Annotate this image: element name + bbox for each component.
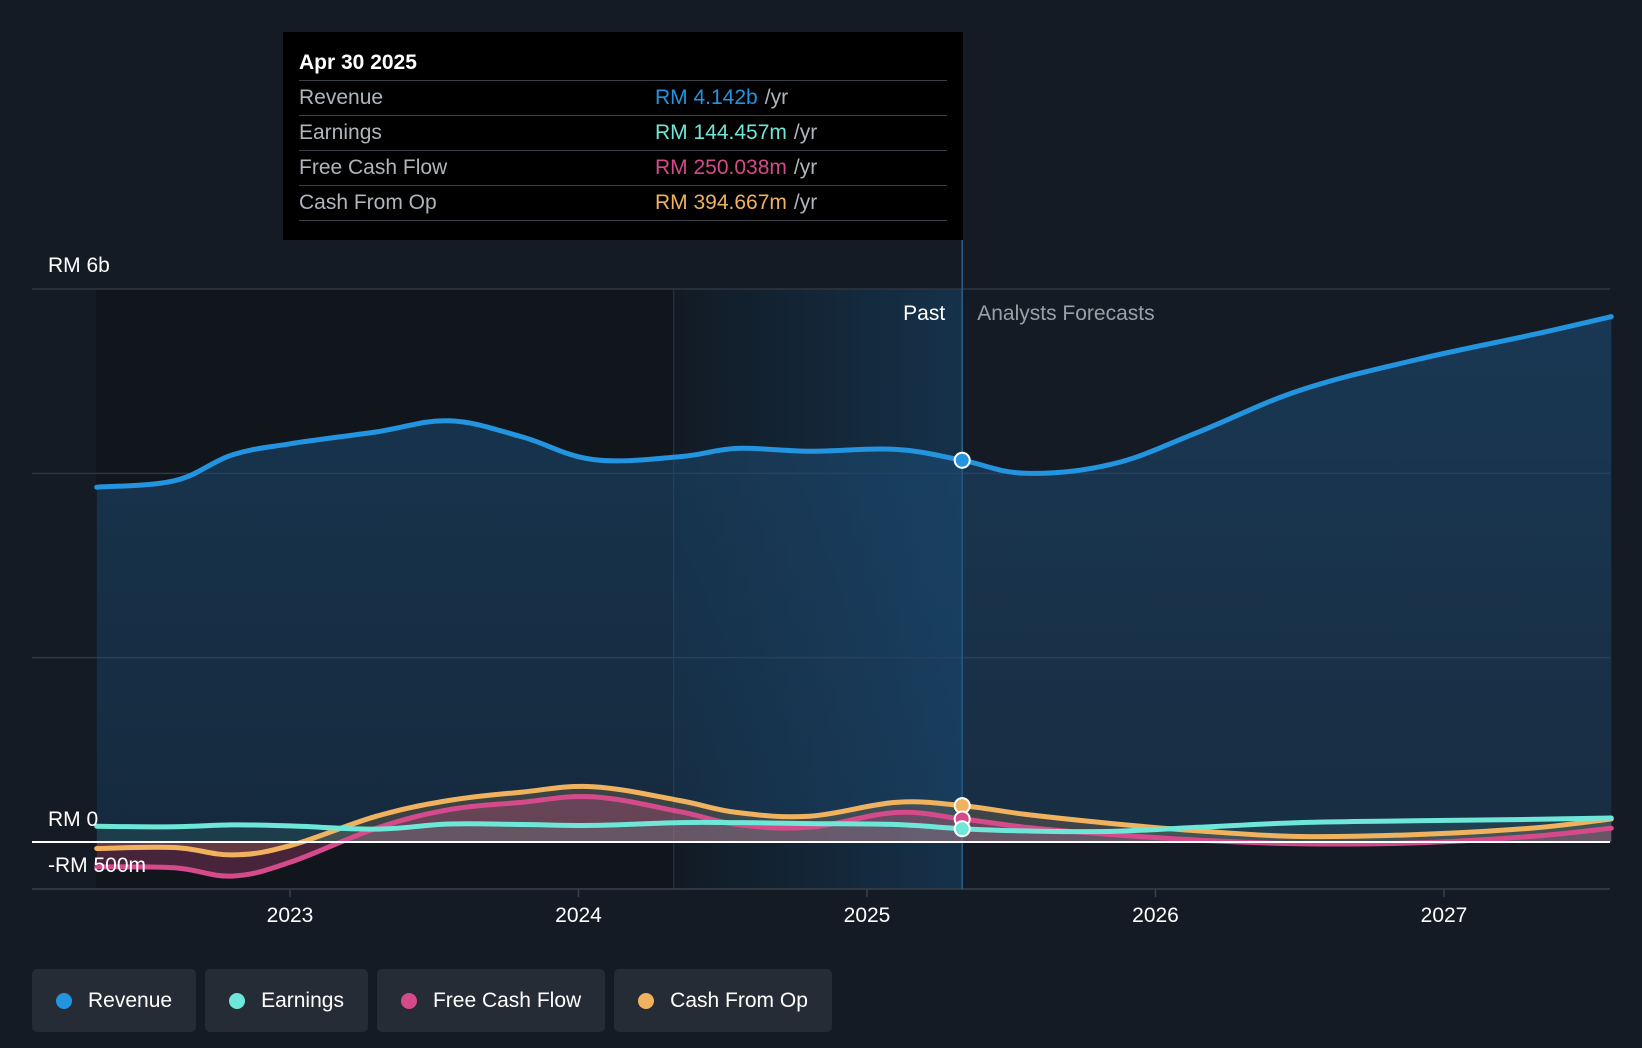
legend-dot-icon xyxy=(400,992,417,1009)
x-tick-label: 2026 xyxy=(1132,904,1179,927)
line-earnings xyxy=(94,815,1614,835)
tooltip-unit: /yr xyxy=(764,86,789,109)
y-axis-label: -RM 500m xyxy=(48,854,146,877)
tooltip-unit: /yr xyxy=(793,121,818,144)
y-axis-label: RM 6b xyxy=(48,254,110,277)
legend: Revenue Earnings Free Cash Flow Cash Fro… xyxy=(32,969,832,1032)
legend-label: Revenue xyxy=(88,988,173,1012)
line-revenue xyxy=(94,314,1614,490)
tooltip-value: RM 394.667m xyxy=(655,191,787,214)
tooltip-unit: /yr xyxy=(793,191,818,214)
chart-marker-layer xyxy=(32,451,1610,843)
area-free-cash-flow xyxy=(96,796,1612,877)
y-axis-label: RM 0 xyxy=(48,808,98,831)
chart-label-layer: Past Analysts Forecasts 2023 2024 2025 2026… xyxy=(48,254,1467,927)
x-tick-label: 2027 xyxy=(1421,904,1468,927)
legend-item-cash-from-op[interactable]: Cash From Op xyxy=(614,969,832,1032)
tooltip-value: RM 250.038m xyxy=(655,156,787,179)
legend-item-revenue[interactable]: Revenue xyxy=(32,969,197,1032)
x-tick-label: 2023 xyxy=(267,904,314,927)
marker-earnings xyxy=(953,820,971,838)
tooltip-row-revenue: Revenue RM 4.142b /yr xyxy=(299,81,947,116)
tooltip-value: RM 144.457m xyxy=(655,121,787,144)
tooltip-date: Apr 30 2025 xyxy=(299,46,947,81)
tooltip-row-cash-from-op: Cash From Op RM 394.667m /yr xyxy=(299,186,947,221)
line-cash-from-op xyxy=(94,783,1614,858)
area-revenue xyxy=(96,316,1612,843)
tooltip-row-earnings: Earnings RM 144.457m /yr xyxy=(299,116,947,151)
tooltip-value: RM 4.142b xyxy=(655,86,758,109)
legend-item-free-cash-flow[interactable]: Free Cash Flow xyxy=(376,969,606,1032)
tooltip-label: Earnings xyxy=(299,121,382,144)
legend-label: Free Cash Flow xyxy=(432,988,582,1012)
legend-dot-icon xyxy=(229,992,246,1009)
x-tick-label: 2024 xyxy=(555,904,602,927)
legend-dot-icon xyxy=(638,992,655,1009)
tooltip-unit: /yr xyxy=(793,156,818,179)
chart-area-layer xyxy=(96,316,1612,877)
past-label: Past xyxy=(903,302,945,325)
forecast-label: Analysts Forecasts xyxy=(977,302,1154,325)
tooltip-label: Cash From Op xyxy=(299,191,437,214)
tooltip-row-free-cash-flow: Free Cash Flow RM 250.038m /yr xyxy=(299,151,947,186)
legend-label: Cash From Op xyxy=(670,988,808,1012)
legend-dot-icon xyxy=(56,992,72,1009)
line-free-cash-flow xyxy=(94,793,1614,879)
legend-item-earnings[interactable]: Earnings xyxy=(205,969,368,1032)
marker-revenue xyxy=(953,451,971,469)
tooltip-panel: Apr 30 2025 Revenue RM 4.142b /yr Earnin… xyxy=(283,32,963,240)
tooltip-label: Free Cash Flow xyxy=(299,156,448,179)
legend-label: Earnings xyxy=(261,988,344,1012)
x-tick-label: 2025 xyxy=(844,904,891,927)
chart-line-layer xyxy=(94,314,1614,879)
tooltip-label: Revenue xyxy=(299,86,384,109)
